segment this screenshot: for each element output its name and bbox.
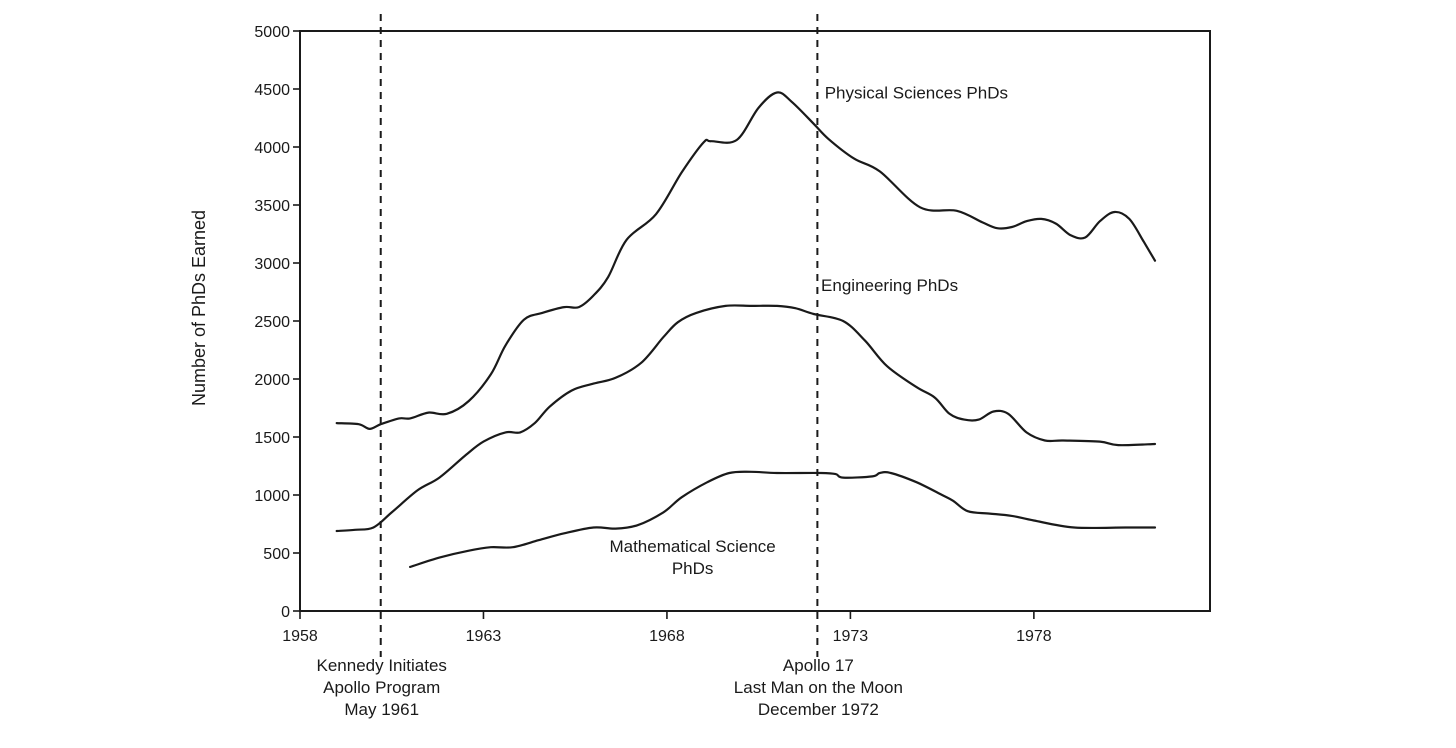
- y-tick-label-3500: 3500: [254, 198, 290, 215]
- y-tick-label-2000: 2000: [254, 372, 290, 389]
- y-axis: 0 500 1000 1500 2000 2500 3000 3500 4000 4500 5000: [254, 24, 300, 621]
- event-label-kennedy-0: Kennedy Initiates: [317, 656, 447, 675]
- x-tick-label-1978: 1978: [1016, 628, 1052, 645]
- x-tick-label-1973: 1973: [833, 628, 869, 645]
- plot-frame: [300, 31, 1210, 611]
- y-tick-label-1500: 1500: [254, 430, 290, 447]
- y-tick-label-0: 0: [281, 604, 290, 621]
- y-tick-label-3000: 3000: [254, 256, 290, 273]
- y-axis-title: Number of PhDs Earned: [189, 210, 209, 406]
- y-tick-label-2500: 2500: [254, 314, 290, 331]
- series-label-engineering-phds-0: Engineering PhDs: [821, 276, 958, 295]
- phds-line-chart: 0 500 1000 1500 2000 2500 3000 3500 4000 4500 5000…: [0, 0, 1456, 748]
- x-tick-label-1963: 1963: [466, 628, 502, 645]
- y-tick-label-500: 500: [263, 546, 290, 563]
- event-label-apollo17-2: December 1972: [758, 700, 879, 719]
- x-tick-label-1968: 1968: [649, 628, 685, 645]
- series-label-physical-sciences-phds-0: Physical Sciences PhDs: [825, 83, 1008, 102]
- series-line-mathematical-science-phds: [410, 472, 1155, 567]
- event-label-apollo17-0: Apollo 17: [783, 656, 854, 675]
- event-label-kennedy-2: May 1961: [344, 700, 419, 719]
- series-label-mathematical-science-phds-0: Mathematical Science: [609, 537, 775, 556]
- event-label-kennedy-1: Apollo Program: [323, 678, 440, 697]
- event-markers: Kennedy Initiates Apollo Program May 1961 A…: [317, 14, 903, 719]
- series-label-mathematical-science-phds-1: PhDs: [672, 559, 714, 578]
- y-tick-label-4000: 4000: [254, 140, 290, 157]
- event-label-apollo17-1: Last Man on the Moon: [734, 678, 903, 697]
- series-line-physical-sciences-phds: [337, 92, 1155, 429]
- y-tick-label-5000: 5000: [254, 24, 290, 41]
- series-group: Physical Sciences PhDs Engineering PhDs Ma…: [337, 83, 1155, 578]
- y-tick-label-4500: 4500: [254, 82, 290, 99]
- x-axis: 1958 1963 1968 1973 1978: [282, 611, 1052, 645]
- y-tick-label-1000: 1000: [254, 488, 290, 505]
- series-line-engineering-phds: [337, 305, 1155, 531]
- x-tick-label-1958: 1958: [282, 628, 318, 645]
